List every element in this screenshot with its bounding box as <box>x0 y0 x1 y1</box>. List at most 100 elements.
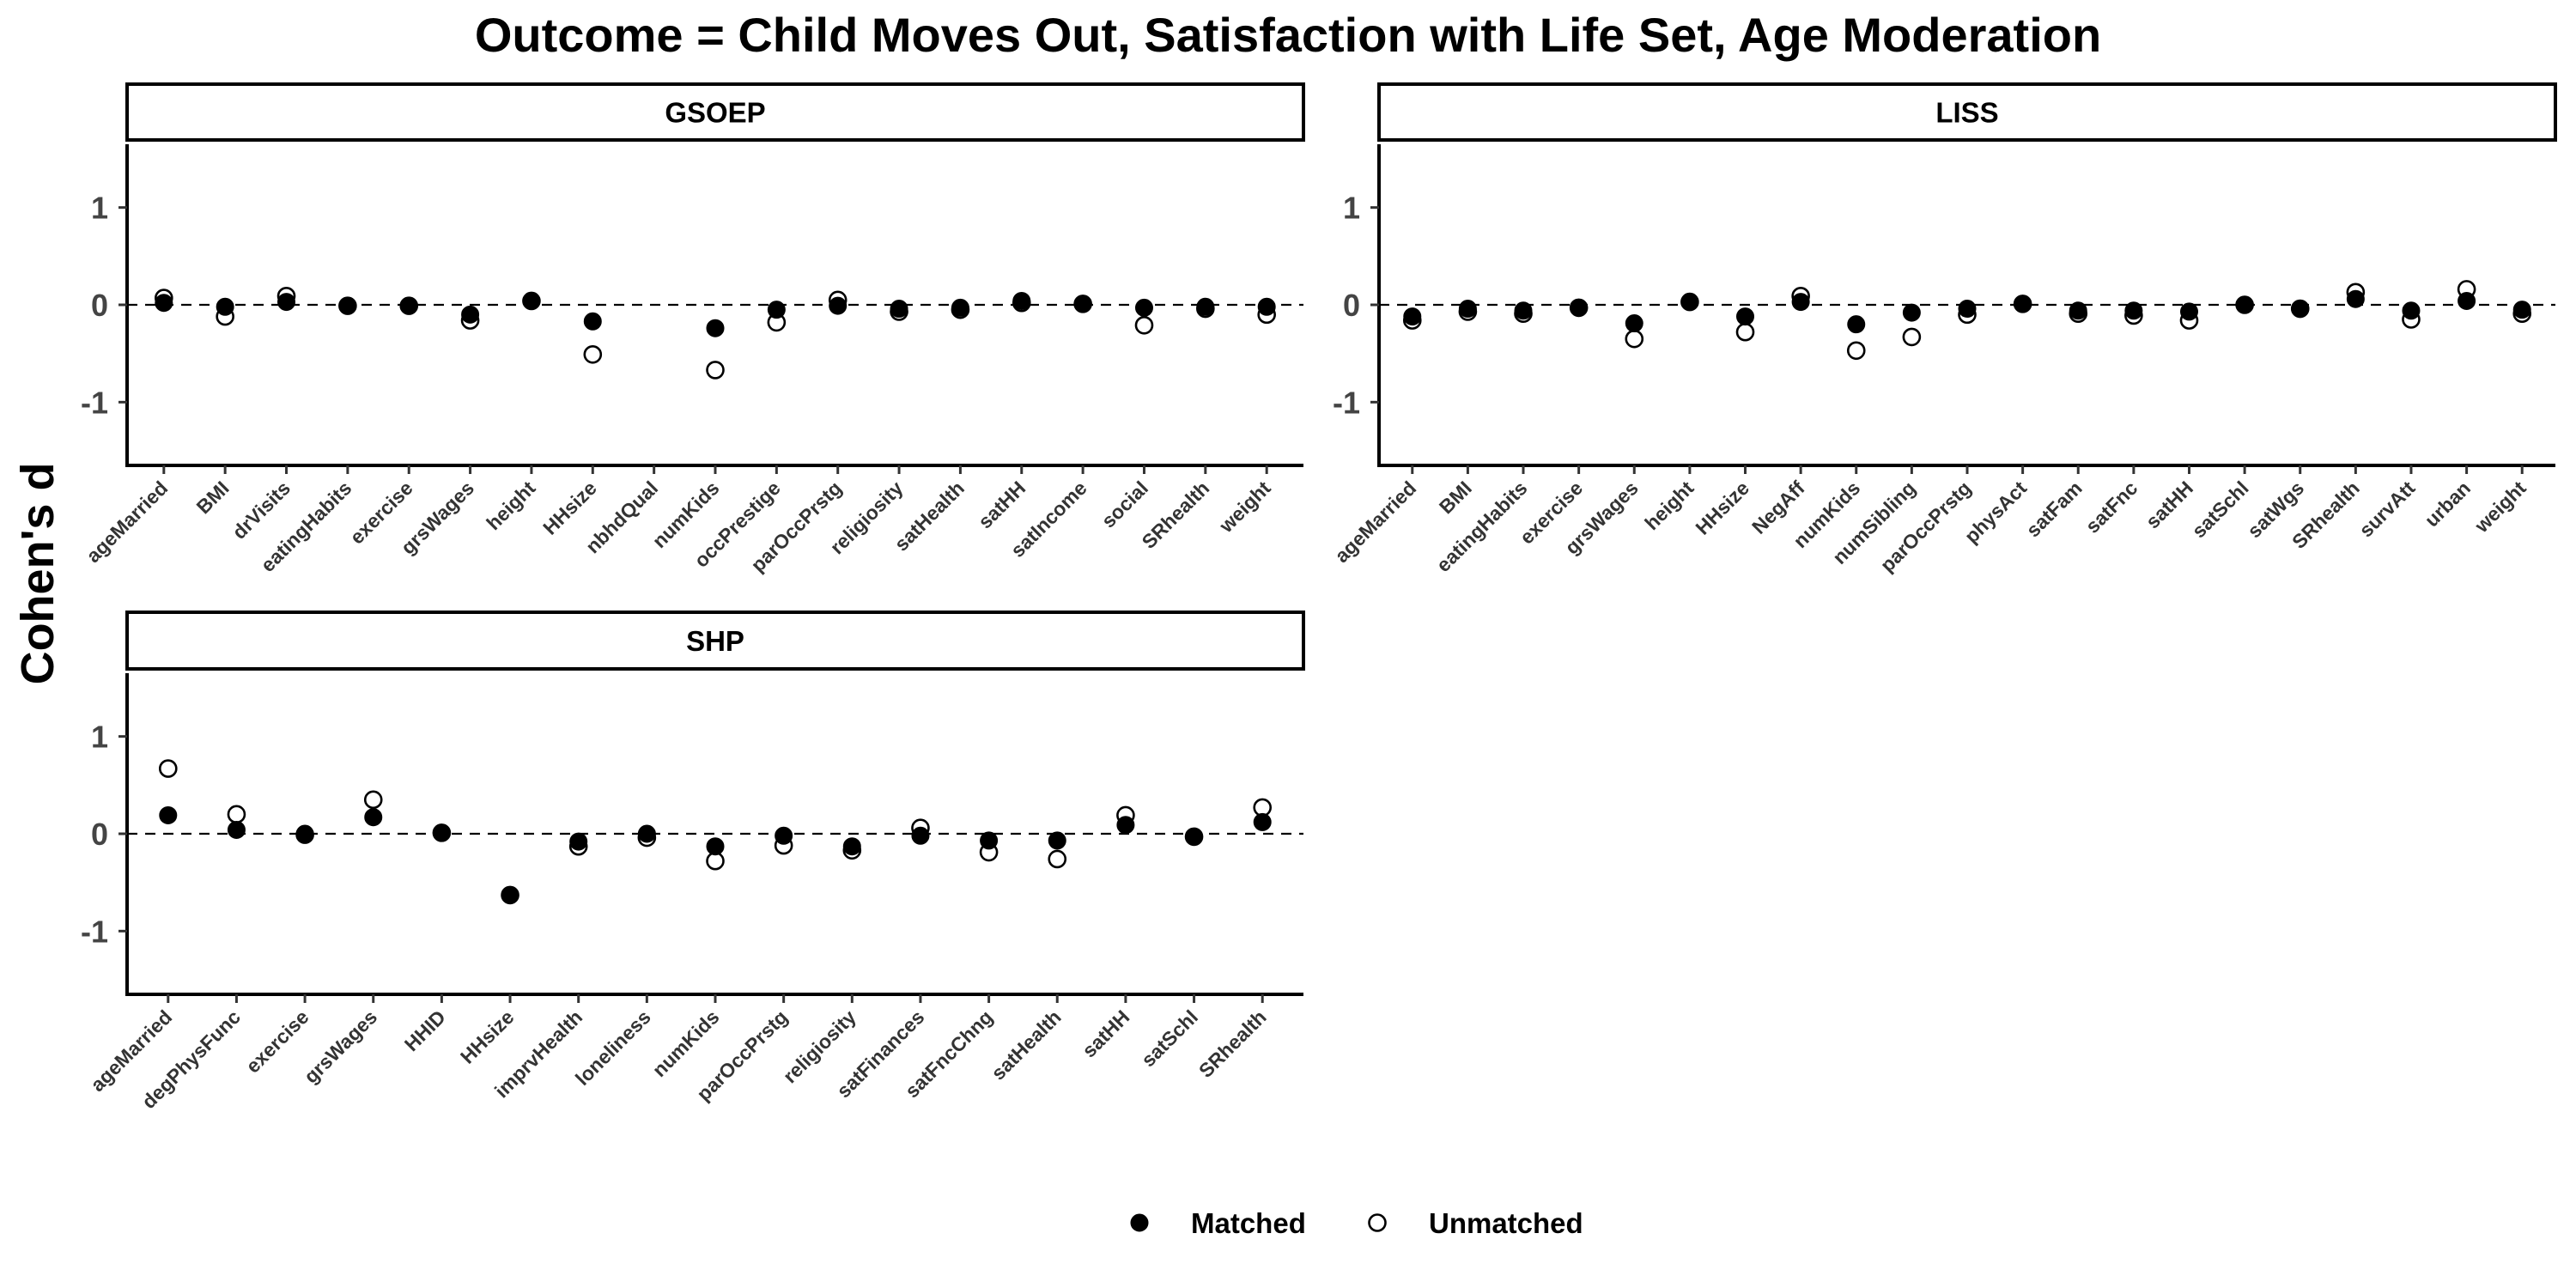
point-matched <box>1680 293 1699 312</box>
x-tick-label: height <box>1640 477 1698 534</box>
point-matched <box>1847 315 1866 334</box>
point-matched <box>951 298 969 317</box>
legend-item-unmatched: Unmatched <box>1368 1207 1583 1239</box>
point-unmatched <box>363 790 383 810</box>
y-tick-label: 0 <box>91 817 108 852</box>
point-matched <box>1134 298 1153 317</box>
point-matched <box>706 837 725 856</box>
point-unmatched <box>1846 341 1866 361</box>
point-matched <box>1048 831 1066 850</box>
y-tick-label: -1 <box>81 385 108 420</box>
x-tick-label: weight <box>1214 477 1275 538</box>
legend-item-matched: Matched <box>1130 1207 1306 1239</box>
x-tick-label: satFam <box>2021 477 2086 541</box>
point-unmatched <box>1625 329 1644 349</box>
point-matched <box>461 305 480 324</box>
x-tick-label: urban <box>2421 477 2476 532</box>
y-tick-label: 1 <box>1343 191 1360 226</box>
point-matched <box>338 296 357 315</box>
point-matched <box>583 312 602 331</box>
point-matched <box>522 291 541 310</box>
x-tick-label: grsWages <box>300 1005 382 1088</box>
point-matched <box>155 294 173 313</box>
point-matched <box>1958 300 1977 319</box>
point-matched <box>767 301 786 319</box>
x-tick-label: physAct <box>1960 477 2032 548</box>
panel-strip <box>125 611 1305 671</box>
y-tick-label: -1 <box>1333 385 1360 420</box>
point-matched <box>277 293 296 312</box>
point-matched <box>1902 303 1921 322</box>
point-matched <box>775 826 793 845</box>
point-matched <box>1791 293 1810 312</box>
panel-strip-label: SHP <box>686 625 744 657</box>
x-tick-label: exercise <box>241 1005 313 1078</box>
point-unmatched <box>227 805 246 824</box>
point-matched <box>1403 307 1422 326</box>
point-matched <box>890 300 908 319</box>
x-tick-label: satHH <box>1078 1005 1133 1061</box>
point-matched <box>829 296 848 315</box>
x-tick-label: satSchl <box>1137 1005 1202 1071</box>
x-tick-label: ageMarried <box>1330 477 1420 567</box>
point-matched <box>1116 816 1135 835</box>
point-matched <box>1570 298 1589 317</box>
y-tick-label: 0 <box>91 288 108 323</box>
x-tick-label: HHsize <box>538 477 601 539</box>
point-matched <box>1185 827 1204 846</box>
point-matched <box>1253 812 1272 831</box>
point-matched <box>2124 301 2143 320</box>
y-tick-label: 1 <box>91 191 108 226</box>
panel-strip <box>1377 82 2557 142</box>
panel-shp: SHP-101ageMarrieddegPhysFuncexercisegrsW… <box>81 611 1305 1113</box>
point-matched <box>227 820 246 839</box>
x-tick-label: HHID <box>400 1005 450 1055</box>
point-matched <box>706 319 725 337</box>
x-tick-label: SRhealth <box>1137 477 1213 553</box>
x-tick-label: survAtt <box>2354 477 2420 542</box>
x-tick-label: social <box>1097 477 1153 532</box>
x-tick-label: satHH <box>974 477 1030 532</box>
point-matched <box>432 823 451 842</box>
point-unmatched <box>1048 849 1067 869</box>
panel-strip-label: LISS <box>1935 97 1998 129</box>
x-tick-label: height <box>482 477 539 534</box>
point-matched <box>1257 297 1276 316</box>
point-matched <box>637 824 656 843</box>
panel-strip-label: GSOEP <box>665 97 765 129</box>
chart-title: Outcome = Child Moves Out, Satisfaction … <box>475 8 2101 62</box>
point-matched <box>1196 297 1215 316</box>
point-matched <box>2402 301 2421 320</box>
point-matched <box>1458 300 1477 319</box>
point-matched <box>1073 295 1092 313</box>
point-matched <box>569 832 588 851</box>
point-matched <box>295 824 314 843</box>
legend-marker-open <box>1368 1213 1387 1232</box>
y-tick-label: -1 <box>81 914 108 949</box>
legend-marker-filled <box>1130 1213 1149 1232</box>
point-matched <box>2014 295 2032 313</box>
legend: Matched Unmatched <box>1130 1207 1583 1239</box>
panel-strip <box>125 82 1305 142</box>
y-axis-label: Cohen's d <box>12 463 64 685</box>
point-matched <box>364 808 383 827</box>
point-matched <box>1012 291 1031 310</box>
point-matched <box>2179 302 2198 321</box>
x-tick-label: ageMarried <box>82 477 172 567</box>
point-matched <box>216 297 234 316</box>
x-tick-label: HHsize <box>1691 477 1753 539</box>
point-matched <box>399 296 418 315</box>
point-unmatched <box>706 361 725 380</box>
point-matched <box>2512 301 2531 319</box>
point-matched <box>501 885 519 904</box>
x-tick-label: weight <box>2470 477 2530 538</box>
point-matched <box>1736 307 1755 326</box>
point-matched <box>2291 300 2310 319</box>
point-matched <box>159 805 178 824</box>
point-matched <box>842 837 861 856</box>
x-tick-label: loneliness <box>571 1005 655 1090</box>
